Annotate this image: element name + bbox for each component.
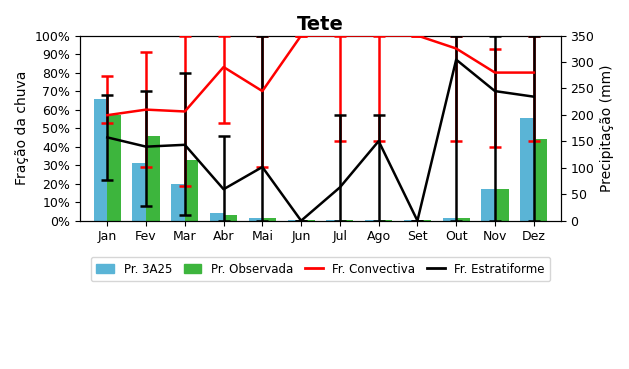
- Bar: [287, 220, 301, 221]
- Bar: [146, 136, 160, 221]
- Bar: [210, 213, 223, 221]
- Y-axis label: Fração da chuva: Fração da chuva: [15, 71, 29, 185]
- Bar: [404, 220, 418, 221]
- Bar: [326, 220, 340, 221]
- Bar: [340, 220, 353, 221]
- Bar: [456, 218, 470, 221]
- Bar: [443, 218, 456, 221]
- Bar: [365, 220, 379, 221]
- Bar: [379, 220, 392, 221]
- Bar: [301, 220, 314, 221]
- Legend: Pr. 3A25, Pr. Observada, Fr. Convectiva, Fr. Estratiforme: Pr. 3A25, Pr. Observada, Fr. Convectiva,…: [91, 257, 550, 282]
- Bar: [534, 139, 547, 221]
- Bar: [171, 184, 185, 221]
- Bar: [481, 189, 495, 221]
- Bar: [262, 218, 276, 221]
- Bar: [223, 215, 237, 221]
- Bar: [185, 160, 198, 221]
- Title: Tete: Tete: [297, 15, 344, 34]
- Bar: [249, 218, 262, 221]
- Bar: [495, 189, 508, 221]
- Bar: [418, 220, 431, 221]
- Y-axis label: Precipitação (mm): Precipitação (mm): [600, 64, 614, 192]
- Bar: [133, 162, 146, 221]
- Bar: [108, 115, 121, 221]
- Bar: [94, 99, 108, 221]
- Bar: [520, 118, 534, 221]
